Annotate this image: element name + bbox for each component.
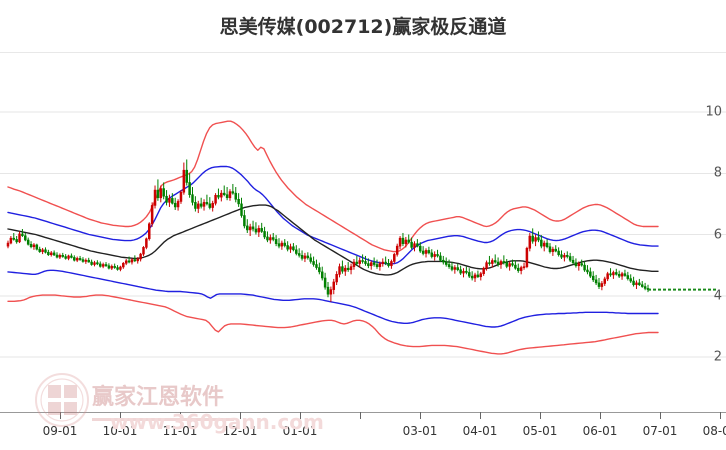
x-axis-tick — [600, 412, 601, 419]
candlestick-series — [6, 159, 650, 302]
x-axis-tick — [240, 412, 241, 419]
gridlines — [0, 111, 726, 358]
x-axis-label: 08-01 — [702, 424, 726, 438]
x-axis-label: 01-01 — [282, 424, 318, 438]
x-axis-tick — [540, 412, 541, 419]
x-axis-label: 04-01 — [462, 424, 498, 438]
x-axis-label: 11-01 — [162, 424, 198, 438]
x-axis-tick — [420, 412, 421, 419]
x-axis-label: 10-01 — [102, 424, 138, 438]
x-axis-tick — [720, 412, 721, 419]
lower-inner-band-line — [7, 269, 659, 328]
x-axis-label: 06-01 — [582, 424, 618, 438]
y-axis-label: 8 — [713, 165, 722, 181]
x-axis-line — [0, 412, 726, 413]
upper-outer-band-line — [7, 120, 659, 253]
x-axis-label: 07-01 — [642, 424, 678, 438]
candlestick-svg — [0, 111, 726, 358]
x-axis-label: 03-01 — [402, 424, 438, 438]
y-axis-label: 2 — [713, 349, 722, 365]
x-axis-tick — [660, 412, 661, 419]
watermark-underline — [92, 418, 234, 421]
x-axis-tick — [300, 412, 301, 419]
x-axis-label: 09-01 — [42, 424, 78, 438]
page-title: 思美传媒(002712)赢家极反通道 — [219, 16, 507, 38]
lower-outer-band-line — [7, 294, 659, 355]
y-axis-label: 10 — [705, 104, 722, 120]
x-axis-tick — [480, 412, 481, 419]
x-axis-tick — [180, 412, 181, 419]
chart-plot-area — [0, 52, 726, 412]
title-divider — [0, 52, 726, 53]
x-axis-tick — [360, 412, 361, 419]
x-axis-label: 05-01 — [522, 424, 558, 438]
middle-band-line — [7, 204, 659, 276]
x-axis-tick — [120, 412, 121, 419]
y-axis-label: 4 — [713, 288, 722, 304]
upper-inner-band-line — [7, 165, 659, 265]
y-axis-label: 6 — [713, 227, 722, 242]
x-axis-label: 12-01 — [222, 424, 258, 438]
x-axis-tick — [60, 412, 61, 419]
